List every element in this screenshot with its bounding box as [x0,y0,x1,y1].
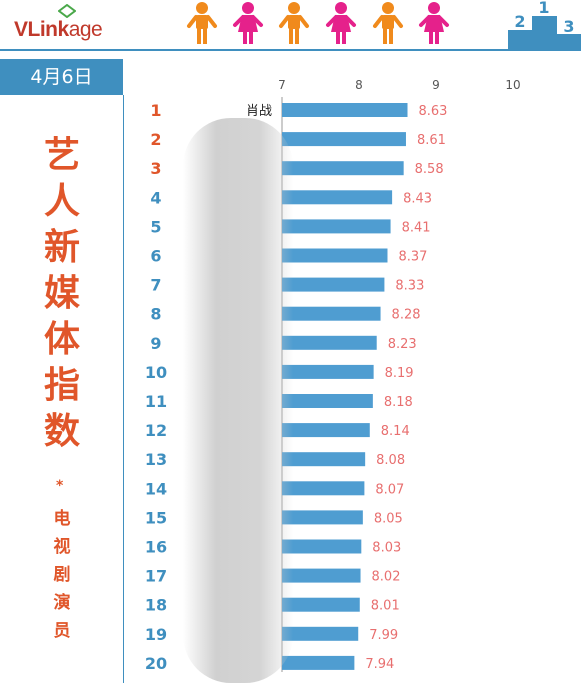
bar [282,132,406,146]
bar [282,598,360,612]
value-label: 8.41 [402,220,431,235]
rank-number: 15 [145,508,167,527]
value-label: 7.94 [365,657,394,672]
x-tick-label: 9 [432,78,440,92]
bar [282,481,364,495]
bar [282,307,381,321]
rank-number: 2 [150,130,161,149]
bar [282,569,361,583]
value-label: 8.01 [371,599,400,614]
bar [282,219,391,233]
rank-number: 20 [145,654,167,673]
bar [282,423,370,437]
rank-number: 3 [150,159,161,178]
value-label: 8.19 [385,366,414,381]
x-tick-label: 8 [355,78,363,92]
value-label: 8.33 [395,279,424,294]
value-label: 8.23 [388,337,417,352]
rank-number: 11 [145,392,167,411]
value-label: 8.07 [375,482,404,497]
rank-number: 19 [145,625,167,644]
rank-number: 8 [150,305,161,324]
rank-number: 13 [145,450,167,469]
rank-number: 12 [145,421,167,440]
bar [282,452,365,466]
rank-number: 7 [150,276,161,295]
bar [282,103,408,117]
value-label: 8.43 [403,191,432,206]
rank-number: 9 [150,334,161,353]
bar [282,336,377,350]
rank-number: 4 [150,188,161,207]
value-label: 8.03 [372,541,401,556]
bar [282,190,392,204]
value-label: 8.14 [381,424,410,439]
value-label: 8.05 [374,511,403,526]
rank-number: 18 [145,596,167,615]
value-label: 7.99 [369,628,398,643]
bar [282,278,384,292]
bar [282,627,358,641]
x-tick-label: 7 [278,78,286,92]
bar [282,365,374,379]
value-label: 8.61 [417,133,446,148]
blurred-names-region [183,118,293,683]
value-label: 8.63 [419,104,448,119]
value-label: 8.37 [398,250,427,265]
bar [282,161,404,175]
bar [282,249,387,263]
category-label: 肖战 [246,104,272,119]
rank-number: 17 [145,567,167,586]
bar [282,510,363,524]
value-label: 8.28 [392,308,421,323]
value-label: 8.08 [376,453,405,468]
bar [282,540,361,554]
rank-number: 10 [145,363,167,382]
rank-number: 14 [145,479,167,498]
value-label: 8.02 [372,570,401,585]
rank-number: 16 [145,538,167,557]
x-tick-label: 10 [505,78,520,92]
bar [282,394,373,408]
value-label: 8.18 [384,395,413,410]
rank-number: 1 [150,101,161,120]
bar [282,656,354,670]
rank-number: 6 [150,247,161,266]
rank-number: 5 [150,217,161,236]
value-label: 8.58 [415,162,444,177]
